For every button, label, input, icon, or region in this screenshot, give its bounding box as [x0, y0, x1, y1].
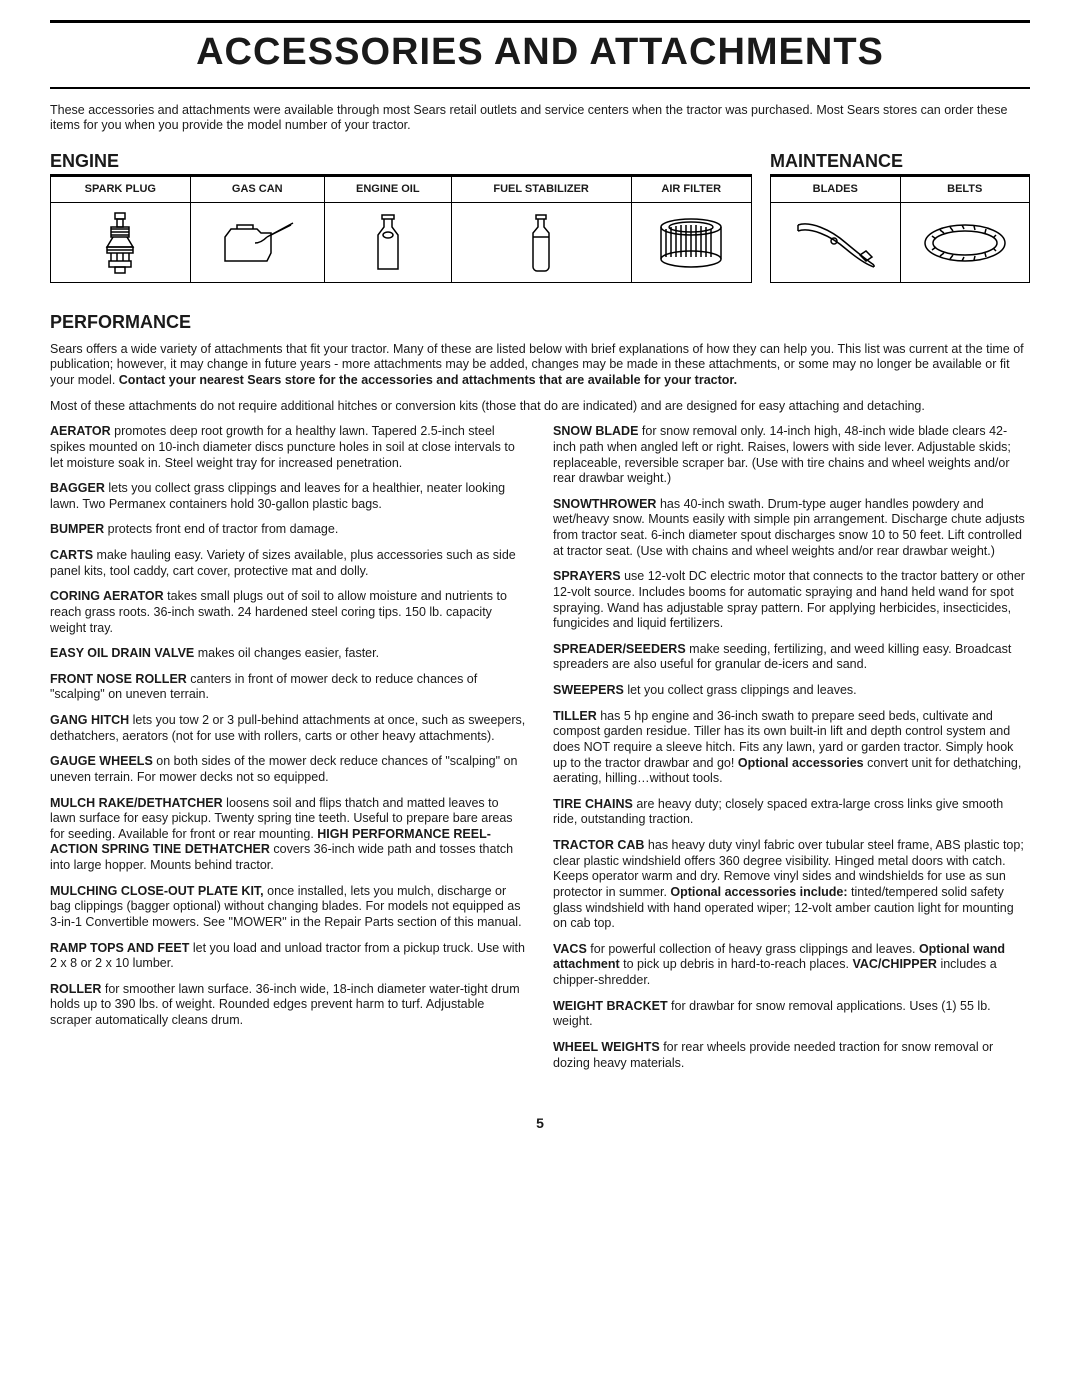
list-item: TILLER has 5 hp engine and 36-inch swath… [553, 709, 1030, 787]
top-rule [50, 20, 1030, 23]
list-item: GAUGE WHEELS on both sides of the mower … [50, 754, 527, 785]
list-item: WHEEL WEIGHTS for rear wheels provide ne… [553, 1040, 1030, 1071]
list-item: BAGGER lets you collect grass clippings … [50, 481, 527, 512]
maintenance-table: BLADES BELTS [770, 176, 1030, 283]
blades-icon [771, 203, 901, 283]
engine-col-sparkplug: SPARK PLUG [51, 177, 191, 203]
page-title: ACCESSORIES AND ATTACHMENTS [50, 29, 1030, 77]
list-item: BUMPER protects front end of tractor fro… [50, 522, 527, 538]
table-row [51, 203, 752, 283]
list-item: AERATOR promotes deep root growth for a … [50, 424, 527, 471]
list-item: WEIGHT BRACKET for drawbar for snow remo… [553, 999, 1030, 1030]
list-item: RAMP TOPS AND FEET let you load and unlo… [50, 941, 527, 972]
engine-block: ENGINE SPARK PLUG GAS CAN ENGINE OIL FUE… [50, 150, 752, 284]
intro-text: These accessories and attachments were a… [50, 103, 1030, 134]
engine-col-airfilter: AIR FILTER [631, 177, 751, 203]
maintenance-header: MAINTENANCE [770, 150, 1030, 177]
list-item: EASY OIL DRAIN VALVE makes oil changes e… [50, 646, 527, 662]
list-item: SPREADER/SEEDERS make seeding, fertilizi… [553, 642, 1030, 673]
list-item: CORING AERATOR takes small plugs out of … [50, 589, 527, 636]
performance-intro-2: Most of these attachments do not require… [50, 399, 1030, 415]
engine-table: SPARK PLUG GAS CAN ENGINE OIL FUEL STABI… [50, 176, 752, 283]
perf-intro-1b: Contact your nearest Sears store for the… [119, 373, 737, 387]
performance-header: PERFORMANCE [50, 311, 1030, 334]
engineoil-icon [324, 203, 451, 283]
fuelstabilizer-icon [451, 203, 631, 283]
engine-header: ENGINE [50, 150, 752, 177]
table-row: BLADES BELTS [771, 177, 1030, 203]
airfilter-icon [631, 203, 751, 283]
tables-row: ENGINE SPARK PLUG GAS CAN ENGINE OIL FUE… [50, 150, 1030, 284]
list-item: FRONT NOSE ROLLER canters in front of mo… [50, 672, 527, 703]
engine-col-fuelstab: FUEL STABILIZER [451, 177, 631, 203]
performance-intro-1: Sears offers a wide variety of attachmen… [50, 342, 1030, 389]
table-row: SPARK PLUG GAS CAN ENGINE OIL FUEL STABI… [51, 177, 752, 203]
list-item: SNOWTHROWER has 40-inch swath. Drum-type… [553, 497, 1030, 560]
columns: AERATOR promotes deep root growth for a … [50, 424, 1030, 1081]
list-item: VACS for powerful collection of heavy gr… [553, 942, 1030, 989]
maint-col-belts: BELTS [900, 177, 1030, 203]
left-column: AERATOR promotes deep root growth for a … [50, 424, 527, 1081]
right-column: SNOW BLADE for snow removal only. 14-inc… [553, 424, 1030, 1081]
list-item: GANG HITCH lets you tow 2 or 3 pull-behi… [50, 713, 527, 744]
page-number: 5 [50, 1115, 1030, 1133]
sparkplug-icon [51, 203, 191, 283]
list-item: MULCH RAKE/DETHATCHER loosens soil and f… [50, 796, 527, 874]
list-item: TIRE CHAINS are heavy duty; closely spac… [553, 797, 1030, 828]
list-item: MULCHING CLOSE-OUT PLATE KIT, once insta… [50, 884, 527, 931]
table-row [771, 203, 1030, 283]
list-item: CARTS make hauling easy. Variety of size… [50, 548, 527, 579]
gascan-icon [190, 203, 324, 283]
title-underline [50, 87, 1030, 89]
list-item: SWEEPERS let you collect grass clippings… [553, 683, 1030, 699]
belts-icon [900, 203, 1030, 283]
maintenance-block: MAINTENANCE BLADES BELTS [770, 150, 1030, 284]
maint-col-blades: BLADES [771, 177, 901, 203]
engine-col-gascan: GAS CAN [190, 177, 324, 203]
list-item: SNOW BLADE for snow removal only. 14-inc… [553, 424, 1030, 487]
list-item: SPRAYERS use 12-volt DC electric motor t… [553, 569, 1030, 632]
list-item: ROLLER for smoother lawn surface. 36-inc… [50, 982, 527, 1029]
engine-col-engineoil: ENGINE OIL [324, 177, 451, 203]
list-item: TRACTOR CAB has heavy duty vinyl fabric … [553, 838, 1030, 932]
